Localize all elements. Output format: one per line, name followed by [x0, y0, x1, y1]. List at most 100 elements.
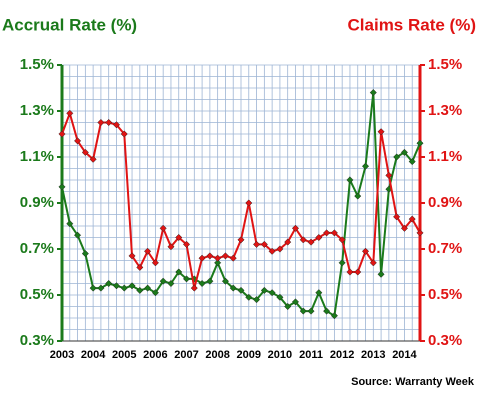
data-point	[408, 158, 416, 166]
data-point	[66, 109, 74, 117]
x-tick-label: 2007	[174, 349, 198, 361]
data-point	[260, 240, 268, 248]
data-point	[182, 275, 191, 283]
data-point	[89, 155, 97, 163]
data-point	[136, 263, 144, 271]
left-axis-title: Accrual Rate (%)	[2, 15, 137, 34]
data-point	[221, 277, 229, 285]
data-point	[369, 259, 377, 267]
data-point	[81, 148, 89, 156]
data-point	[268, 289, 276, 297]
data-point	[416, 139, 424, 147]
data-point	[105, 118, 113, 127]
data-point	[393, 213, 401, 221]
y2-tick-label: 1.5%	[428, 56, 462, 73]
data-point	[346, 176, 354, 184]
data-point	[120, 284, 128, 292]
data-point	[400, 224, 408, 232]
data-point	[144, 247, 152, 255]
data-point	[315, 233, 323, 242]
data-point	[291, 298, 300, 306]
y2-tick-label: 0.3%	[428, 332, 462, 349]
data-point	[58, 183, 66, 191]
data-point	[182, 240, 191, 248]
data-point	[245, 199, 253, 207]
data-point	[229, 284, 237, 292]
data-point	[206, 277, 214, 285]
data-point	[361, 247, 370, 255]
data-point	[237, 236, 245, 244]
data-point	[105, 279, 113, 288]
data-point	[81, 250, 89, 258]
data-point	[315, 289, 323, 297]
data-point	[253, 296, 261, 304]
data-point	[190, 284, 198, 292]
data-point	[330, 229, 338, 237]
data-point	[128, 282, 136, 290]
data-point	[151, 259, 159, 267]
data-point	[159, 277, 167, 285]
x-tick-label: 2004	[81, 349, 106, 361]
data-point	[330, 312, 338, 320]
y-tick-label: 0.7%	[20, 240, 54, 257]
data-point	[354, 268, 362, 276]
data-point	[66, 220, 74, 228]
data-point	[276, 245, 284, 253]
y2-tick-label: 0.7%	[428, 240, 462, 257]
x-tick-label: 2012	[330, 349, 354, 361]
source-note: Source: Warranty Week	[351, 376, 475, 388]
data-point	[97, 284, 105, 292]
data-point	[221, 252, 229, 260]
x-tick-label: 2006	[143, 349, 167, 361]
data-point	[198, 279, 206, 288]
data-point	[338, 236, 346, 244]
data-point	[354, 192, 362, 200]
data-point	[58, 130, 66, 138]
data-point	[299, 307, 307, 315]
y-tick-label: 0.9%	[20, 194, 54, 211]
data-point	[74, 137, 82, 145]
data-point	[377, 270, 385, 278]
data-point	[291, 224, 300, 232]
y-tick-label: 1.1%	[20, 148, 54, 165]
data-point	[175, 268, 183, 276]
data-point	[385, 171, 393, 179]
data-point	[299, 236, 307, 244]
data-point	[400, 148, 408, 156]
data-point	[229, 254, 237, 262]
data-point	[144, 284, 152, 292]
data-point	[276, 293, 284, 301]
data-point	[112, 282, 121, 290]
data-point	[377, 128, 385, 136]
x-tick-label: 2014	[392, 349, 417, 361]
data-point	[167, 243, 175, 251]
data-point	[416, 229, 424, 237]
y-tick-label: 1.3%	[20, 102, 54, 119]
x-tick-label: 2009	[237, 349, 261, 361]
data-point	[268, 247, 276, 255]
data-point	[198, 254, 206, 262]
right-axis-title: Claims Rate (%)	[348, 15, 476, 34]
data-point	[307, 307, 315, 315]
data-point	[323, 229, 331, 237]
data-point	[159, 224, 167, 232]
data-point	[167, 279, 175, 288]
data-point	[136, 286, 144, 294]
data-point	[120, 130, 128, 138]
data-point	[74, 231, 82, 239]
data-point	[408, 215, 416, 223]
y2-tick-label: 0.5%	[428, 286, 462, 303]
data-point	[245, 293, 253, 301]
x-tick-label: 2003	[50, 349, 74, 361]
data-point	[393, 153, 401, 161]
data-point	[214, 259, 222, 267]
y2-tick-label: 1.1%	[428, 148, 462, 165]
data-point	[206, 252, 214, 260]
x-tick-label: 2013	[361, 349, 385, 361]
x-tick-label: 2005	[112, 349, 136, 361]
data-point	[307, 238, 315, 246]
data-point	[260, 286, 268, 294]
data-point	[214, 254, 222, 262]
data-point	[369, 89, 377, 97]
data-point	[361, 162, 370, 170]
